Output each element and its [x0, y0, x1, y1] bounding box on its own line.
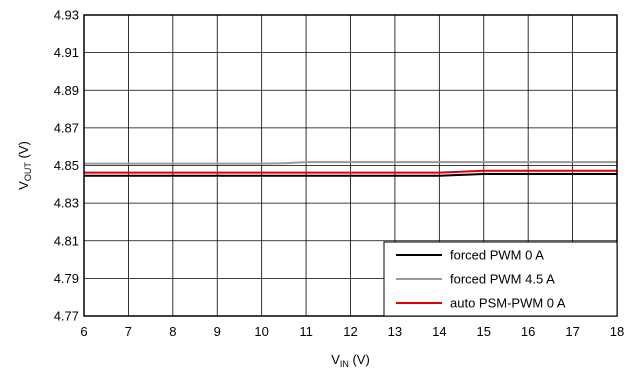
- series-line-1: [84, 161, 617, 165]
- legend-label-2: auto PSM-PWM 0 A: [450, 296, 566, 311]
- x-tick-label: 6: [80, 324, 87, 339]
- x-tick-label: 7: [125, 324, 132, 339]
- series-lines: [84, 161, 617, 177]
- y-tick-label: 4.83: [54, 196, 79, 211]
- x-tick-label: 15: [477, 324, 491, 339]
- y-tick-label: 4.87: [54, 120, 79, 135]
- y-tick-label: 4.85: [54, 158, 79, 173]
- x-axis-title: VIN (V): [331, 352, 370, 369]
- legend: forced PWM 0 A forced PWM 4.5 A auto PSM-P…: [383, 241, 618, 317]
- x-tick-label: 14: [432, 324, 446, 339]
- y-axis-title: VOUT (V): [16, 141, 33, 190]
- y-tick-label: 4.91: [54, 45, 79, 60]
- x-tick-label: 10: [254, 324, 268, 339]
- legend-label-0: forced PWM 0 A: [450, 248, 544, 263]
- x-tick-label: 8: [169, 324, 176, 339]
- x-tick-label: 13: [388, 324, 402, 339]
- y-tick-label: 4.79: [54, 271, 79, 286]
- y-tick-label: 4.77: [54, 309, 79, 324]
- y-tick-label: 4.93: [54, 8, 79, 23]
- series-line-2: [84, 169, 617, 174]
- x-tick-label: 11: [299, 324, 313, 339]
- plot-frame: [83, 14, 618, 317]
- x-tick-label: 9: [214, 324, 221, 339]
- legend-label-1: forced PWM 4.5 A: [450, 272, 555, 287]
- x-tick-label: 18: [610, 324, 624, 339]
- series-line-0: [84, 173, 617, 177]
- x-axis-ticks: 6 7 8 9 10 11 12 13 14 15 16 17 18: [80, 324, 624, 339]
- x-tick-label: 12: [343, 324, 357, 339]
- x-tick-label: 16: [521, 324, 535, 339]
- y-axis-ticks: 4.77 4.79 4.81 4.83 4.85 4.87 4.89 4.91 4.93: [54, 8, 79, 324]
- x-tick-label: 17: [565, 324, 579, 339]
- y-tick-label: 4.89: [54, 83, 79, 98]
- y-tick-label: 4.81: [54, 233, 79, 248]
